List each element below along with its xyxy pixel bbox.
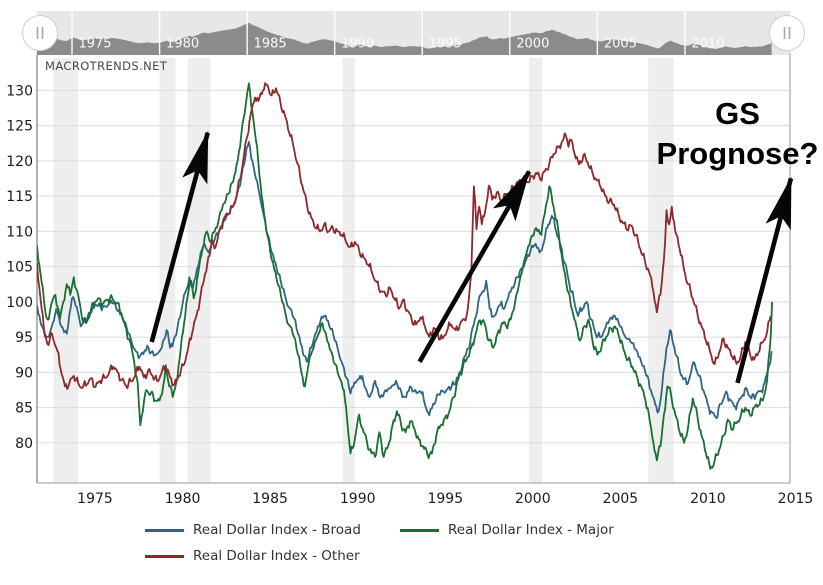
recession-band: [342, 58, 355, 483]
grip-vertical-icon: [36, 27, 44, 39]
navigator-year-label: 1980: [166, 37, 199, 52]
y-axis-tick-label: 105: [6, 260, 33, 276]
navigator-year-label: 2000: [516, 37, 549, 52]
y-axis-tick-label: 130: [6, 83, 33, 99]
navigator-year-label: 1995: [429, 37, 462, 52]
y-axis-tick-label: 110: [6, 224, 33, 240]
x-axis-tick-label: 2015: [778, 491, 814, 507]
y-axis-tick-label: 125: [6, 119, 33, 135]
gs-prognose-annotation: GS Prognose?: [635, 94, 823, 174]
x-axis-tick-label: 2005: [603, 491, 639, 507]
navigator-year-label: 1990: [341, 37, 374, 52]
macrotrends-watermark: MACROTRENDS.NET: [45, 59, 168, 73]
x-axis-tick-label: 1975: [77, 491, 113, 507]
series-line-other: [37, 82, 772, 390]
navigator-year-label: 2010: [691, 37, 724, 52]
recession-band: [648, 58, 674, 483]
x-axis-tick-label: 2010: [690, 491, 726, 507]
x-axis-tick-label: 1980: [165, 491, 201, 507]
navigator-area-chart: [37, 22, 772, 55]
y-axis-tick-label: 115: [6, 189, 33, 205]
recession-band: [159, 58, 176, 483]
legend-label: Real Dollar Index - Broad: [193, 522, 361, 538]
legend-label: Real Dollar Index - Major: [448, 522, 614, 538]
navigator-year-label: 1985: [254, 37, 287, 52]
trend-arrow: [735, 176, 794, 384]
x-axis-tick-label: 1990: [340, 491, 376, 507]
legend-line-sample: [400, 528, 439, 532]
recession-band: [53, 58, 79, 483]
legend-item-major[interactable]: Real Dollar Index - Major: [400, 522, 700, 538]
navigator-year-label: 1975: [78, 37, 111, 52]
series-line-major: [37, 82, 773, 470]
y-axis-tick-label: 85: [15, 401, 33, 417]
navigator-handle-right[interactable]: [769, 15, 805, 51]
gs-prognose-line2: Prognose?: [656, 136, 819, 171]
y-axis-tick-label: 90: [15, 365, 33, 381]
legend-item-other[interactable]: Real Dollar Index - Other: [145, 548, 400, 564]
x-axis-tick-label: 1985: [252, 491, 288, 507]
y-axis-tick-label: 80: [15, 436, 33, 452]
y-axis-tick-label: 95: [15, 330, 33, 346]
navigator-handle-left[interactable]: [22, 15, 58, 51]
y-axis-tick-label: 120: [6, 154, 33, 170]
series-line-broad: [37, 141, 773, 420]
x-axis-tick-label: 2000: [515, 491, 551, 507]
navigator-year-label: 2005: [604, 37, 637, 52]
trend-arrow: [149, 130, 210, 343]
gs-prognose-line1: GS: [715, 96, 760, 131]
legend-item-broad[interactable]: Real Dollar Index - Broad: [145, 522, 400, 538]
legend-line-sample: [145, 554, 184, 558]
grip-vertical-icon: [783, 27, 791, 39]
recession-band: [529, 58, 543, 483]
legend-line-sample: [145, 528, 184, 532]
trend-arrow: [417, 169, 532, 363]
legend-label: Real Dollar Index - Other: [193, 548, 360, 564]
chart-legend: Real Dollar Index - Broad Real Dollar Ind…: [145, 522, 700, 564]
x-axis-tick-label: 1995: [427, 491, 463, 507]
y-axis-tick-label: 100: [6, 295, 33, 311]
